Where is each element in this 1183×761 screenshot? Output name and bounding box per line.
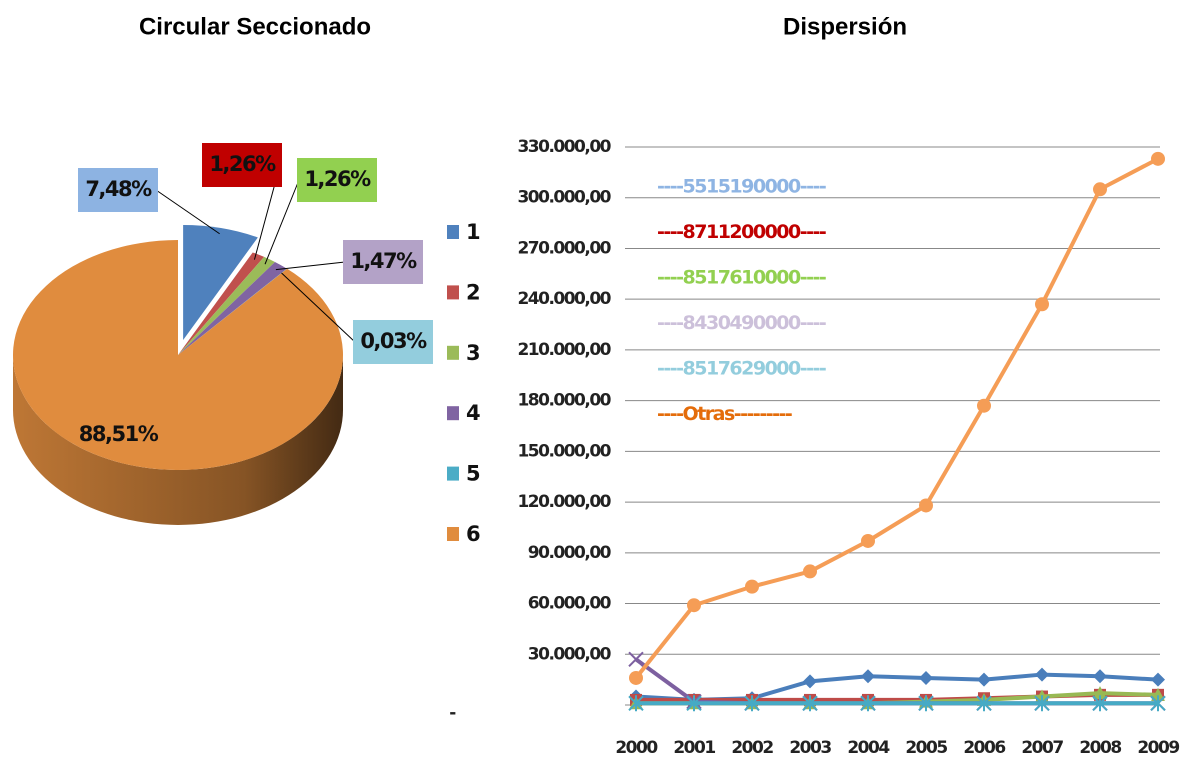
marker	[1151, 151, 1165, 166]
legend-label: 2	[466, 280, 479, 304]
legend-label: 1	[466, 220, 480, 244]
y-tick-label: -	[449, 703, 456, 723]
pie-side	[13, 355, 343, 525]
label-box	[343, 240, 423, 284]
marker	[1151, 687, 1165, 701]
label-box	[297, 158, 377, 202]
x-tick-label: 2002	[731, 738, 773, 758]
x-tick-label: 2008	[1079, 738, 1121, 758]
x-tick-label: 2004	[847, 738, 890, 758]
leader-line	[264, 179, 300, 265]
marker	[803, 564, 817, 579]
legend-swatch	[447, 527, 459, 541]
label-box	[353, 320, 433, 364]
marker	[861, 533, 875, 548]
y-tick-label: 90.000,00	[528, 543, 612, 563]
legend-label: 3	[466, 341, 479, 365]
x-tick-label: 2001	[673, 738, 715, 758]
legend-label: ----8517629000----	[657, 358, 826, 380]
leader-line	[275, 261, 346, 271]
pie-slice	[178, 268, 288, 355]
marker	[861, 669, 875, 684]
marker	[977, 398, 991, 413]
y-tick-label: 270.000,00	[517, 238, 611, 258]
legend-swatch	[447, 285, 459, 300]
pie-slice	[183, 225, 258, 341]
marker	[1035, 297, 1049, 312]
marker	[918, 695, 934, 712]
leader-line	[281, 272, 356, 343]
x-tick-label: 2009	[1137, 738, 1179, 758]
legend-label: ----8711200000----	[657, 221, 826, 243]
y-tick-label: 240.000,00	[517, 289, 611, 309]
marker	[629, 670, 643, 685]
label-box	[202, 143, 282, 187]
legend-label: ----8517610000----	[657, 267, 826, 289]
x-tick-label: 2000	[615, 738, 658, 758]
pie-title: Circular Seccionado	[139, 13, 371, 40]
marker	[744, 695, 760, 712]
data-label: 1,26%	[304, 167, 371, 191]
marker	[628, 695, 644, 712]
data-label: 1,47%	[350, 249, 417, 273]
marker	[976, 695, 992, 712]
data-label: 7,48%	[85, 177, 152, 201]
data-label: 88,51%	[79, 422, 159, 446]
legend-swatch	[447, 225, 459, 239]
legend-swatch	[447, 345, 459, 360]
marker	[1150, 695, 1166, 712]
marker	[803, 674, 817, 689]
marker	[1093, 182, 1107, 197]
pie-slice	[13, 240, 344, 470]
y-tick-label: 180.000,00	[517, 391, 611, 411]
marker	[628, 651, 644, 668]
marker	[1151, 672, 1165, 687]
y-tick-label: 30.000,00	[528, 644, 612, 664]
x-tick-label: 2006	[963, 738, 1005, 758]
legend-label: 6	[466, 522, 480, 546]
marker	[860, 695, 876, 712]
x-tick-label: 2007	[1021, 738, 1063, 758]
data-label: 1,26%	[209, 152, 276, 176]
marker	[1093, 686, 1107, 700]
marker	[977, 672, 991, 687]
legend-label: 4	[466, 401, 480, 425]
y-tick-label: 150.000,00	[517, 441, 611, 461]
legend-label: 5	[466, 462, 480, 486]
series-line	[634, 157, 1159, 680]
y-tick-label: 60.000,00	[528, 594, 612, 614]
leader-line	[155, 189, 220, 235]
marker	[919, 498, 933, 513]
legend-swatch	[447, 406, 459, 421]
y-tick-label: 330.000,00	[517, 137, 611, 157]
legend-label: ----8430490000----	[657, 312, 826, 334]
pie-slice	[178, 261, 287, 355]
marker	[1035, 667, 1049, 682]
legend-label: ----Otras---------	[657, 403, 792, 425]
y-tick-label: 210.000,00	[517, 340, 611, 360]
pie-slice	[178, 252, 265, 355]
x-tick-label: 2003	[789, 738, 831, 758]
legend-label: ----5515190000----	[657, 176, 826, 198]
marker	[802, 695, 818, 712]
marker	[1092, 695, 1108, 712]
legend-swatch	[447, 466, 459, 481]
x-tick-label: 2005	[905, 738, 947, 758]
data-label: 0,03%	[360, 329, 427, 353]
pie-slice	[178, 256, 275, 355]
marker	[745, 579, 759, 594]
marker	[919, 670, 933, 685]
line-title: Dispersión	[783, 13, 907, 40]
marker	[1093, 669, 1107, 684]
y-tick-label: 300.000,00	[517, 188, 611, 208]
marker	[686, 695, 702, 712]
marker	[1034, 695, 1050, 712]
label-box	[78, 168, 158, 212]
y-tick-label: 120.000,00	[517, 492, 611, 512]
marker	[687, 598, 701, 613]
